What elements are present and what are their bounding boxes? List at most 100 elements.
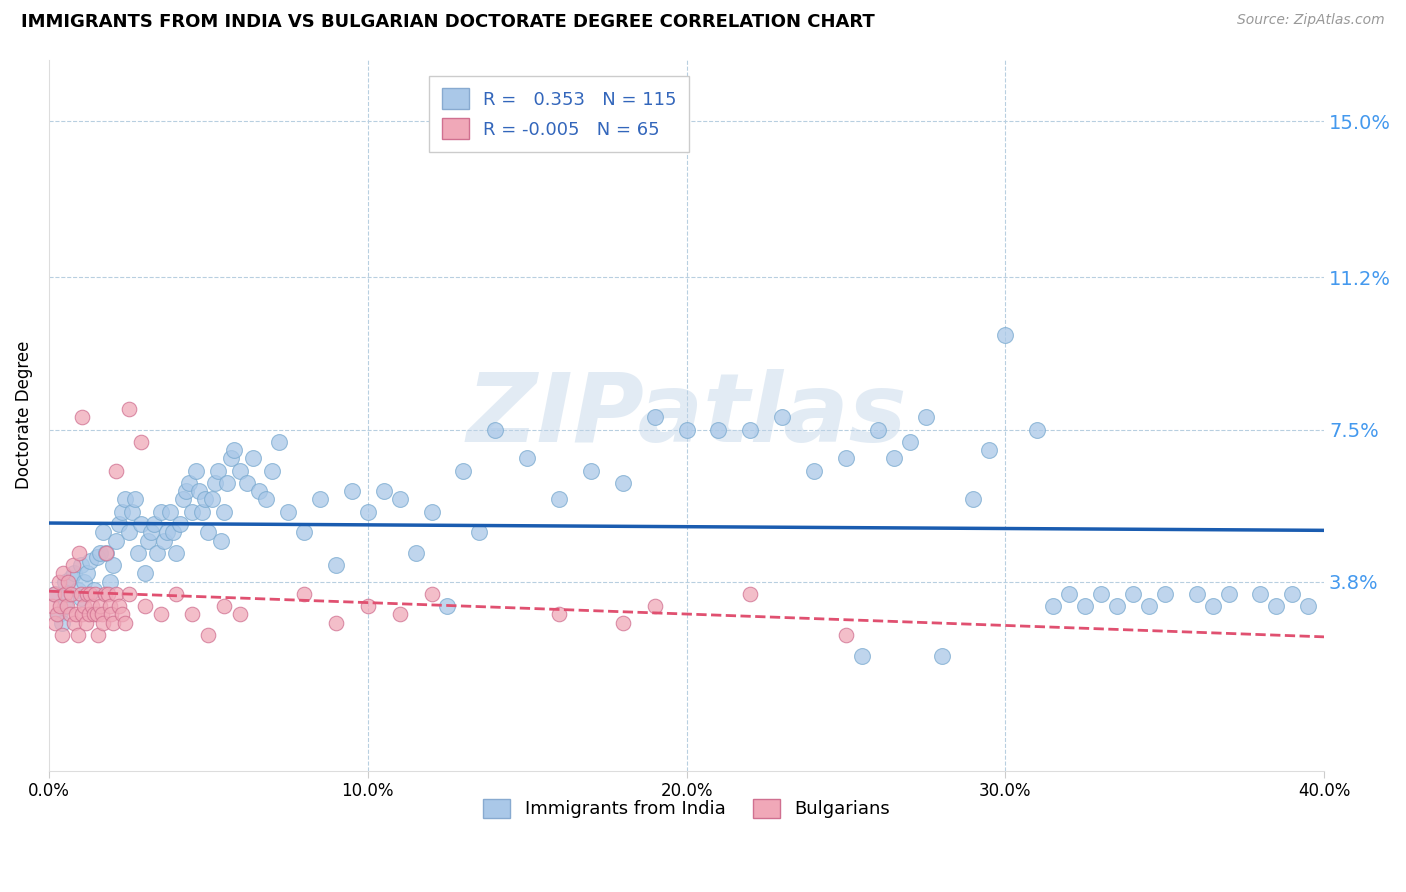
Point <box>1057 587 1080 601</box>
Point <box>325 558 347 573</box>
Point <box>1265 599 1288 614</box>
Point <box>98 599 121 614</box>
Point <box>156 525 179 540</box>
Point <box>357 599 380 614</box>
Point <box>67 546 90 560</box>
Point <box>42 587 65 601</box>
Point <box>101 558 124 573</box>
Point <box>48 607 70 622</box>
Point <box>66 582 89 597</box>
Point <box>70 558 93 573</box>
Point <box>44 615 66 630</box>
Point <box>65 607 87 622</box>
Point <box>169 517 191 532</box>
Y-axis label: Doctorate Degree: Doctorate Degree <box>15 341 32 490</box>
Point <box>84 587 107 601</box>
Point <box>214 599 236 614</box>
Point <box>247 484 270 499</box>
Point <box>73 599 96 614</box>
Point <box>675 423 697 437</box>
Point <box>86 607 108 622</box>
Point <box>1249 587 1271 601</box>
Point <box>420 505 443 519</box>
Point <box>75 615 97 630</box>
Point <box>70 587 93 601</box>
Point <box>217 475 239 490</box>
Point <box>79 587 101 601</box>
Point <box>1090 587 1112 601</box>
Point <box>66 628 89 642</box>
Point <box>152 533 174 548</box>
Point <box>405 546 427 560</box>
Point <box>579 464 602 478</box>
Point <box>207 464 229 478</box>
Point <box>1074 599 1097 614</box>
Point <box>740 587 762 601</box>
Point <box>89 599 111 614</box>
Point <box>200 492 222 507</box>
Point <box>254 492 277 507</box>
Point <box>979 443 1001 458</box>
Point <box>835 451 858 466</box>
Point <box>219 451 242 466</box>
Point <box>131 517 153 532</box>
Point <box>267 434 290 449</box>
Point <box>235 475 257 490</box>
Point <box>612 615 634 630</box>
Point <box>72 410 94 425</box>
Point <box>436 599 458 614</box>
Point <box>883 451 905 466</box>
Point <box>548 492 571 507</box>
Point <box>803 464 825 478</box>
Point <box>51 615 73 630</box>
Point <box>118 587 141 601</box>
Point <box>740 423 762 437</box>
Point <box>134 566 156 581</box>
Point <box>108 599 131 614</box>
Point <box>104 587 127 601</box>
Text: IMMIGRANTS FROM INDIA VS BULGARIAN DOCTORATE DEGREE CORRELATION CHART: IMMIGRANTS FROM INDIA VS BULGARIAN DOCTO… <box>21 13 875 31</box>
Point <box>101 615 124 630</box>
Point <box>94 587 117 601</box>
Point <box>73 574 96 589</box>
Point <box>51 628 73 642</box>
Point <box>644 410 666 425</box>
Point <box>191 505 214 519</box>
Point <box>1105 599 1128 614</box>
Point <box>1042 599 1064 614</box>
Point <box>194 492 217 507</box>
Point <box>76 566 98 581</box>
Point <box>70 591 93 605</box>
Point <box>121 505 143 519</box>
Point <box>114 615 136 630</box>
Point <box>209 533 232 548</box>
Point <box>548 607 571 622</box>
Point <box>72 607 94 622</box>
Point <box>52 566 75 581</box>
Point <box>104 533 127 548</box>
Point <box>149 505 172 519</box>
Point <box>86 549 108 564</box>
Point <box>87 628 110 642</box>
Point <box>187 484 209 499</box>
Point <box>90 607 112 622</box>
Point <box>484 423 506 437</box>
Point <box>292 525 315 540</box>
Point <box>388 607 411 622</box>
Point <box>835 628 858 642</box>
Point <box>166 546 188 560</box>
Point <box>770 410 793 425</box>
Point <box>1218 587 1240 601</box>
Point <box>468 525 491 540</box>
Text: Source: ZipAtlas.com: Source: ZipAtlas.com <box>1237 13 1385 28</box>
Point <box>56 574 79 589</box>
Point <box>83 607 105 622</box>
Point <box>55 599 77 614</box>
Point <box>612 475 634 490</box>
Point <box>179 475 201 490</box>
Point <box>994 328 1017 343</box>
Point <box>866 423 889 437</box>
Point <box>111 505 134 519</box>
Point <box>357 505 380 519</box>
Point <box>63 566 86 581</box>
